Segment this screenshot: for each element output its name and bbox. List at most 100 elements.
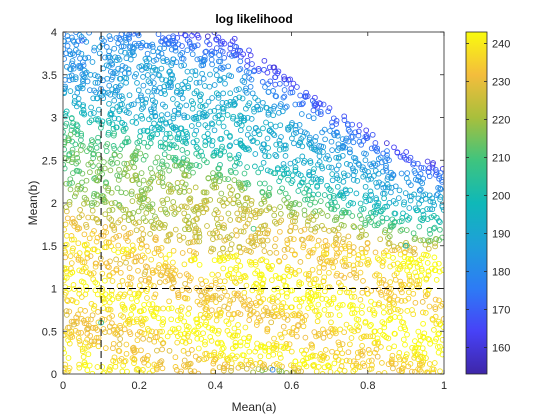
scatter-point bbox=[109, 121, 116, 128]
scatter-point bbox=[168, 71, 174, 78]
scatter-point bbox=[168, 305, 175, 312]
scatter-point bbox=[181, 114, 188, 121]
scatter-point bbox=[199, 104, 206, 110]
scatter-point bbox=[325, 301, 331, 308]
scatter-point bbox=[411, 168, 418, 174]
scatter-point bbox=[300, 358, 306, 364]
scatter-point bbox=[162, 77, 169, 84]
scatter-point bbox=[103, 44, 110, 50]
scatter-point bbox=[403, 175, 410, 182]
scatter-point bbox=[360, 205, 367, 212]
scatter-point bbox=[385, 240, 392, 247]
scatter-point bbox=[399, 289, 405, 296]
scatter-point bbox=[244, 57, 251, 64]
scatter-point bbox=[170, 115, 177, 122]
scatter-point bbox=[121, 214, 128, 220]
scatter-point bbox=[407, 154, 414, 161]
scatter-point bbox=[122, 49, 128, 56]
scatter-point bbox=[380, 304, 387, 310]
scatter-point bbox=[364, 260, 370, 266]
scatter-point bbox=[360, 173, 367, 180]
scatter-point bbox=[229, 38, 236, 45]
scatter-point bbox=[333, 117, 340, 124]
scatter-point bbox=[107, 167, 114, 174]
scatter-point bbox=[141, 330, 148, 337]
scatter-point bbox=[315, 313, 322, 319]
scatter-point bbox=[388, 175, 395, 182]
scatter-point bbox=[386, 233, 393, 240]
scatter-point bbox=[326, 269, 332, 276]
scatter-point bbox=[336, 192, 343, 199]
scatter-point bbox=[129, 215, 136, 222]
scatter-point bbox=[184, 68, 191, 75]
scatter-point bbox=[90, 151, 96, 158]
scatter-point bbox=[368, 365, 375, 372]
scatter-point bbox=[391, 330, 398, 337]
scatter-point bbox=[144, 127, 151, 134]
scatter-point bbox=[108, 60, 115, 67]
scatter-point bbox=[372, 203, 378, 210]
scatter-point bbox=[292, 271, 299, 278]
scatter-point bbox=[270, 346, 277, 352]
scatter-point bbox=[186, 39, 193, 45]
scatter-point bbox=[324, 182, 330, 189]
scatter-point bbox=[374, 335, 381, 342]
scatter-point bbox=[391, 343, 398, 350]
scatter-point bbox=[365, 168, 371, 175]
scatter-point bbox=[276, 109, 282, 116]
scatter-point bbox=[347, 149, 353, 156]
scatter-point bbox=[275, 68, 282, 75]
scatter-point bbox=[152, 113, 159, 120]
scatter-point bbox=[373, 180, 379, 186]
scatter-point bbox=[156, 262, 162, 268]
scatter-point bbox=[282, 344, 288, 351]
colorbar-tick-label: 200 bbox=[492, 190, 510, 202]
scatter-point bbox=[215, 171, 222, 178]
scatter-point bbox=[160, 55, 166, 61]
scatter-point bbox=[187, 76, 193, 82]
scatter-point bbox=[318, 143, 325, 150]
scatter-point bbox=[119, 278, 126, 284]
scatter-point bbox=[289, 369, 296, 374]
scatter-point bbox=[166, 167, 172, 174]
scatter-point bbox=[200, 62, 207, 68]
scatter-point bbox=[297, 259, 304, 265]
scatter-point bbox=[429, 366, 436, 372]
scatter-point bbox=[87, 342, 93, 349]
scatter-point bbox=[121, 107, 128, 114]
scatter-point bbox=[103, 260, 110, 267]
scatter-point bbox=[182, 363, 189, 370]
scatter-point bbox=[296, 122, 303, 128]
scatter-point bbox=[133, 366, 140, 373]
scatter-point bbox=[172, 226, 179, 233]
scatter-point bbox=[63, 146, 68, 153]
scatter-point bbox=[424, 370, 431, 374]
scatter-point bbox=[295, 188, 302, 194]
scatter-point bbox=[267, 121, 274, 128]
scatter-point bbox=[136, 181, 143, 187]
scatter-point bbox=[395, 195, 402, 201]
scatter-point bbox=[363, 135, 370, 142]
scatter-point bbox=[265, 89, 272, 95]
scatter-point bbox=[79, 109, 85, 116]
scatter-point bbox=[202, 122, 209, 128]
scatter-point bbox=[305, 272, 312, 279]
scatter-point bbox=[375, 340, 381, 347]
scatter-point bbox=[119, 96, 126, 102]
scatter-point bbox=[159, 197, 166, 204]
scatter-point bbox=[191, 327, 198, 334]
scatter-point bbox=[406, 289, 412, 296]
scatter-point bbox=[185, 311, 192, 317]
scatter-point bbox=[149, 208, 156, 214]
scatter-point bbox=[95, 335, 102, 341]
scatter-point bbox=[91, 87, 97, 94]
scatter-point bbox=[279, 185, 285, 192]
scatter-point bbox=[278, 343, 285, 350]
scatter-point bbox=[431, 327, 437, 333]
scatter-point bbox=[389, 223, 395, 230]
scatter-point bbox=[262, 222, 269, 229]
scatter-point bbox=[281, 247, 288, 253]
scatter-point bbox=[151, 102, 158, 109]
scatter-point bbox=[383, 162, 389, 169]
scatter-point bbox=[223, 129, 230, 136]
